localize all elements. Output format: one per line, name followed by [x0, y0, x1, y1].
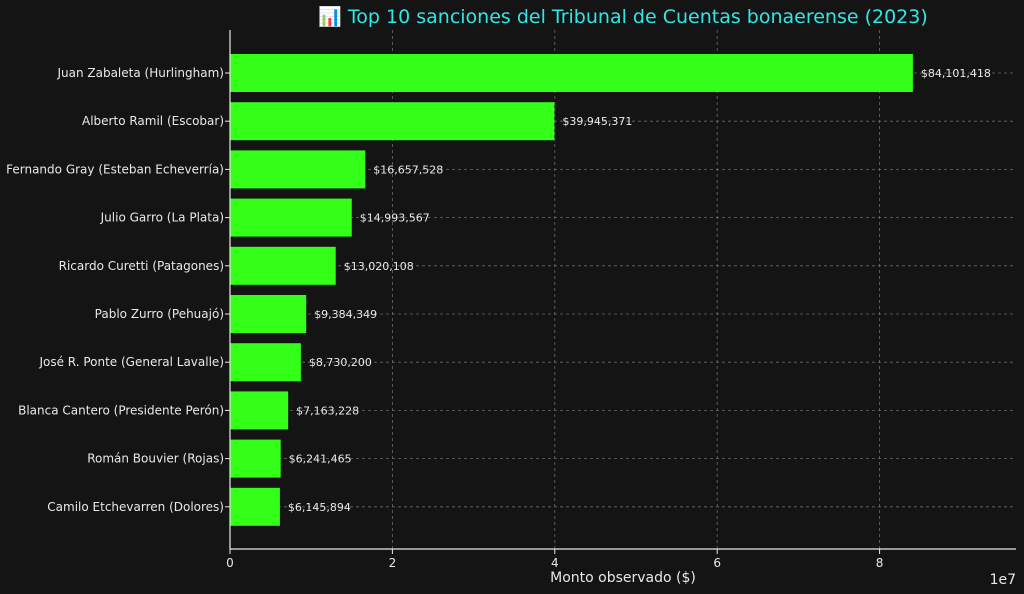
value-label: $84,101,418	[921, 67, 991, 80]
x-axis-offset-label: 1e7	[990, 572, 1016, 588]
x-axis-ticks: 0 2 4 6 8	[226, 549, 883, 570]
bar-value-labels: $84,101,418 $39,945,371 $16,657,528 $14,993…	[288, 67, 991, 514]
value-label: $13,020,108	[344, 260, 414, 273]
category-label: Julio Garro (La Plata)	[100, 211, 224, 225]
bar	[230, 198, 352, 237]
category-label: Ricardo Curetti (Patagones)	[59, 259, 224, 273]
value-label: $16,657,528	[373, 163, 443, 176]
category-label: Juan Zabaleta (Hurlingham)	[56, 66, 224, 80]
bar	[230, 102, 555, 141]
category-label: Pablo Zurro (Pehuajó)	[95, 307, 224, 321]
value-label: $9,384,349	[314, 308, 377, 321]
value-label: $7,163,228	[296, 404, 359, 417]
category-label: Blanca Cantero (Presidente Perón)	[18, 403, 224, 417]
category-label: Román Bouvier (Rojas)	[87, 452, 224, 466]
grid-lines	[230, 30, 1016, 549]
axis-spines	[229, 30, 1016, 550]
x-tick-label: 2	[389, 556, 397, 570]
value-label: $39,945,371	[562, 115, 632, 128]
x-tick-label: 4	[551, 556, 559, 570]
x-axis-title: Monto observado ($)	[550, 570, 696, 586]
bar	[230, 150, 366, 189]
value-label: $6,145,894	[288, 501, 351, 514]
x-tick-label: 6	[713, 556, 721, 570]
bar	[230, 343, 301, 382]
bars	[230, 54, 913, 526]
bar	[230, 295, 307, 333]
value-label: $14,993,567	[360, 212, 430, 225]
value-label: $6,241,465	[289, 453, 352, 466]
value-label: $8,730,200	[309, 356, 372, 369]
x-tick-label: 8	[876, 556, 884, 570]
category-label: José R. Ponte (General Lavalle)	[38, 355, 224, 369]
category-label: Alberto Ramil (Escobar)	[82, 114, 224, 128]
chart-title: 📊 Top 10 sanciones del Tribunal de Cuent…	[318, 5, 928, 28]
bar	[230, 54, 913, 92]
x-tick-label: 0	[226, 556, 234, 570]
category-label: Camilo Etchevarren (Dolores)	[47, 500, 224, 514]
category-label: Fernando Gray (Esteban Echeverría)	[6, 162, 224, 176]
bar	[230, 391, 289, 430]
bar	[230, 246, 336, 285]
y-axis-category-labels: Juan Zabaleta (Hurlingham) Alberto Ramil …	[6, 66, 230, 514]
bar	[230, 439, 281, 478]
bar	[230, 487, 280, 526]
